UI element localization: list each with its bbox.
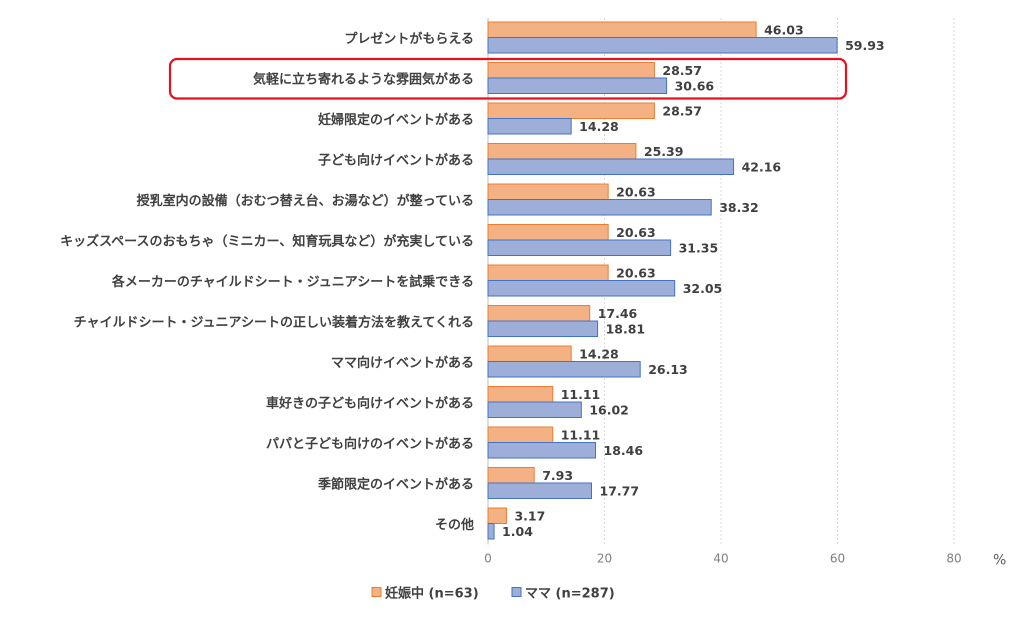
value-label-pregnant: 7.93 bbox=[542, 468, 573, 483]
category-label: 車好きの子ども向けイベントがある bbox=[266, 395, 474, 411]
legend-label-mama: ママ (n=287) bbox=[525, 587, 615, 602]
category-label: プレゼントがもらえる bbox=[344, 31, 474, 47]
bar-mama bbox=[487, 482, 593, 499]
value-label-mama: 59.93 bbox=[845, 38, 885, 53]
bar-pregnant bbox=[487, 507, 507, 524]
bar-mama bbox=[487, 320, 599, 337]
bar-pregnant bbox=[487, 21, 757, 38]
bar-pregnant bbox=[487, 143, 637, 160]
category-label: 各メーカーのチャイルドシート・ジュニアシートを試乗できる bbox=[111, 274, 474, 290]
bar-pregnant bbox=[487, 345, 572, 362]
category-label: その他 bbox=[435, 517, 474, 533]
bar-pregnant bbox=[487, 264, 609, 281]
value-label-pregnant: 25.39 bbox=[644, 144, 684, 159]
value-label-mama: 14.28 bbox=[579, 119, 619, 134]
legend: 妊娠中 (n=63) ママ (n=287) bbox=[371, 586, 615, 602]
category-label: パパと子ども向けのイベントがある bbox=[266, 436, 474, 452]
category-label: 子ども向けイベントがある bbox=[318, 152, 474, 168]
x-tick-label: 60 bbox=[830, 552, 845, 566]
bar-pregnant bbox=[487, 305, 591, 322]
bar-mama bbox=[487, 401, 582, 418]
category-label: チャイルドシート・ジュニアシートの正しい装着方法を教えてくれる bbox=[74, 314, 474, 330]
category-label: 授乳室内の設備（おむつ替え台、お湯など）が整っている bbox=[137, 193, 474, 209]
value-label-pregnant: 20.63 bbox=[616, 185, 656, 200]
category-label: 気軽に立ち寄れるような雰囲気がある bbox=[253, 71, 474, 87]
bar-mama bbox=[487, 77, 668, 94]
bars bbox=[487, 21, 838, 540]
highlight-rect bbox=[168, 57, 848, 100]
bar-mama bbox=[487, 199, 712, 216]
value-label-mama: 32.05 bbox=[683, 281, 723, 296]
bar-mama bbox=[487, 361, 641, 378]
bar-mama bbox=[487, 442, 597, 459]
value-label-pregnant: 11.11 bbox=[561, 428, 601, 443]
value-label-pregnant: 20.63 bbox=[616, 266, 656, 281]
value-label-pregnant: 17.46 bbox=[598, 306, 638, 321]
bar-mama bbox=[487, 239, 672, 256]
category-labels: プレゼントがもらえる気軽に立ち寄れるような雰囲気がある妊婦限定のイベントがある子… bbox=[60, 31, 474, 533]
category-label: キッズスペースのおもちゃ（ミニカー、知育玩具など）が充実している bbox=[60, 233, 474, 249]
x-tick-label: 0 bbox=[484, 552, 492, 566]
bar-mama bbox=[487, 523, 495, 540]
x-tick-label: 20 bbox=[597, 552, 612, 566]
value-label-pregnant: 46.03 bbox=[764, 23, 804, 38]
value-label-pregnant: 11.11 bbox=[561, 387, 601, 402]
legend-label-pregnant: 妊娠中 (n=63) bbox=[385, 586, 479, 602]
bar-mama bbox=[487, 37, 838, 54]
x-tick-label: 40 bbox=[713, 552, 728, 566]
category-label: 季節限定のイベントがある bbox=[317, 476, 474, 492]
bar-mama bbox=[487, 158, 735, 175]
value-label-mama: 16.02 bbox=[589, 403, 629, 418]
value-label-mama: 42.16 bbox=[742, 160, 782, 175]
bar-pregnant bbox=[487, 102, 655, 119]
value-label-mama: 38.32 bbox=[719, 200, 759, 215]
x-tick-label: 80 bbox=[946, 552, 961, 566]
category-label: ママ向けイベントがある bbox=[331, 355, 474, 371]
highlight-box bbox=[168, 57, 848, 100]
bar-pregnant bbox=[487, 62, 655, 79]
bar-pregnant bbox=[487, 183, 609, 200]
bar-pregnant bbox=[487, 467, 535, 484]
value-label-pregnant: 3.17 bbox=[514, 509, 545, 524]
value-label-pregnant: 28.57 bbox=[662, 104, 702, 119]
value-label-mama: 1.04 bbox=[502, 524, 533, 539]
bar-mama bbox=[487, 280, 676, 297]
bar-pregnant bbox=[487, 426, 554, 443]
value-label-mama: 18.46 bbox=[604, 443, 644, 458]
value-label-mama: 17.77 bbox=[600, 484, 640, 499]
value-labels: 46.0359.9328.5730.6628.5714.2825.3942.16… bbox=[502, 23, 885, 540]
value-label-pregnant: 28.57 bbox=[662, 63, 702, 78]
legend-swatch-mama bbox=[511, 587, 522, 597]
bar-mama bbox=[487, 118, 572, 135]
value-label-mama: 31.35 bbox=[679, 241, 719, 256]
bar-pregnant bbox=[487, 386, 554, 403]
value-label-pregnant: 20.63 bbox=[616, 225, 656, 240]
bar-pregnant bbox=[487, 224, 609, 241]
value-label-mama: 26.13 bbox=[648, 362, 688, 377]
unit-label: % bbox=[993, 553, 1006, 569]
category-label: 妊婦限定のイベントがある bbox=[318, 112, 474, 128]
value-label-pregnant: 14.28 bbox=[579, 347, 619, 362]
legend-swatch-pregnant bbox=[371, 587, 382, 597]
x-tick-labels: 0 20 40 60 80 bbox=[484, 552, 961, 566]
value-label-mama: 30.66 bbox=[675, 79, 715, 94]
value-label-mama: 18.81 bbox=[606, 322, 646, 337]
